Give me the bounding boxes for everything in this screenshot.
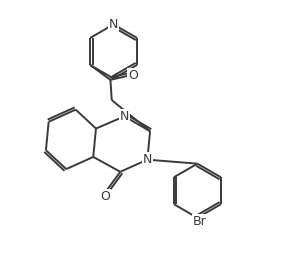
Text: O: O	[128, 69, 138, 82]
Text: N: N	[109, 18, 118, 31]
Text: N: N	[120, 110, 129, 123]
Text: Br: Br	[193, 214, 207, 227]
Text: N: N	[143, 153, 152, 166]
Text: O: O	[100, 190, 110, 203]
